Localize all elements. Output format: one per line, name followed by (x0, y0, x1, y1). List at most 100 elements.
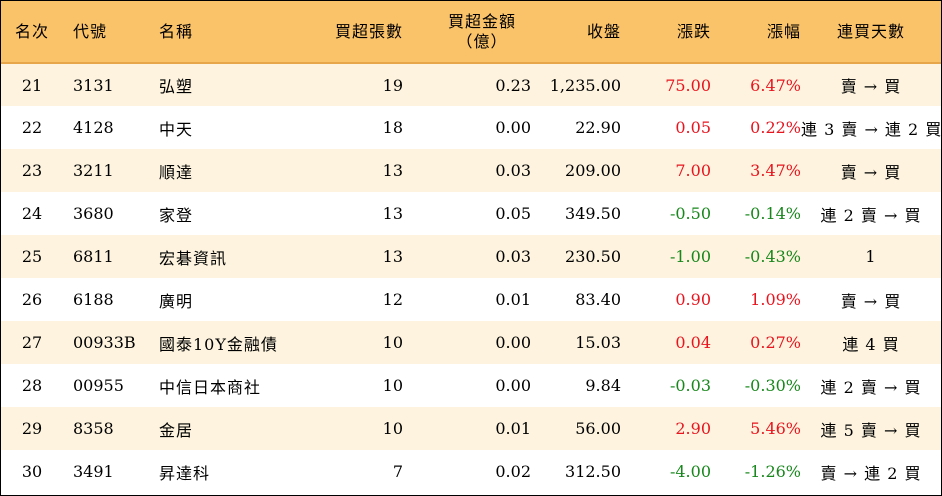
name-cell: 中天 (159, 119, 194, 139)
header-change-pct: 漲幅 (766, 21, 801, 41)
close-cell: 15.03 (575, 333, 621, 352)
header-change: 漲跌 (676, 21, 711, 41)
close-cell: 312.50 (565, 462, 621, 481)
consecutive-days-cell: 連 2 賣 → 買 (820, 377, 922, 397)
table-row: 24 3680 家登 13 0.05 349.50 -0.50 -0.14% 連 2 賣 → 買 (1, 192, 941, 235)
change-pct-cell: 5.46% (750, 419, 801, 438)
change-cell: 0.05 (675, 118, 711, 137)
change-pct-cell: 1.09% (750, 290, 801, 309)
consecutive-days-cell: 賣 → 買 (840, 291, 902, 311)
table-row: 29 8358 金居 10 0.01 56.00 2.90 5.46% 連 5 賣 → 買 (1, 407, 941, 450)
code-cell: 00955 (73, 376, 124, 395)
change-cell: -0.03 (669, 376, 711, 395)
close-cell: 230.50 (565, 247, 621, 266)
change-cell: -0.50 (669, 204, 711, 223)
change-pct-cell: 0.22% (750, 118, 801, 137)
consecutive-days-cell: 連 4 買 (842, 334, 900, 354)
header-net-buy-amount-line2: （億） (456, 31, 508, 51)
header-net-buy-amount: 買超金額 （億） (403, 1, 531, 63)
change-pct-cell: 3.47% (750, 161, 801, 180)
close-cell: 349.50 (565, 204, 621, 223)
net-buy-amount-cell: 0.03 (495, 247, 531, 266)
consecutive-days-cell: 1 (865, 247, 877, 266)
consecutive-days-cell: 賣 → 買 (840, 77, 902, 96)
change-cell: 0.90 (675, 290, 711, 309)
net-buy-amount-cell: 0.01 (495, 290, 531, 309)
net-buy-lots-cell: 13 (382, 161, 403, 180)
rank-cell: 23 (21, 161, 43, 180)
rank-cell: 22 (21, 118, 43, 137)
table-row: 21 3131 弘塑 19 0.23 1,235.00 75.00 6.47% 賣 → 買 (1, 63, 941, 106)
name-cell: 家登 (159, 205, 194, 225)
code-cell: 3131 (73, 75, 114, 95)
table-row: 28 00955 中信日本商社 10 0.00 9.84 -0.03 -0.30% 連 2 賣 … (1, 364, 941, 407)
table-body: 21 3131 弘塑 19 0.23 1,235.00 75.00 6.47% 賣 → 買 22 4… (1, 63, 941, 493)
code-cell: 6811 (73, 247, 114, 266)
consecutive-days-cell: 連 2 賣 → 買 (820, 205, 922, 225)
net-buy-amount-cell: 0.00 (495, 118, 531, 137)
change-cell: -4.00 (669, 462, 711, 481)
close-cell: 1,235.00 (549, 75, 621, 95)
code-cell: 00933B (73, 333, 136, 352)
net-buy-amount-cell: 0.03 (495, 161, 531, 180)
net-buy-lots-cell: 19 (382, 75, 403, 95)
rank-cell: 28 (21, 376, 43, 395)
rank-cell: 27 (21, 333, 43, 352)
net-buy-amount-cell: 0.01 (495, 419, 531, 438)
change-pct-cell: -0.14% (744, 204, 801, 223)
table-row: 30 3491 昇達科 7 0.02 312.50 -4.00 -1.26% 賣 → 連 2 買 (1, 450, 941, 493)
net-buy-amount-cell: 0.02 (495, 462, 531, 481)
code-cell: 4128 (73, 118, 114, 137)
name-cell: 國泰10Y金融債 (159, 334, 278, 354)
table-row: 23 3211 順達 13 0.03 209.00 7.00 3.47% 賣 → 買 (1, 149, 941, 192)
close-cell: 209.00 (565, 161, 621, 180)
rank-cell: 29 (21, 419, 43, 438)
close-cell: 9.84 (585, 376, 621, 395)
name-cell: 昇達科 (159, 463, 211, 483)
rank-cell: 21 (21, 75, 43, 95)
consecutive-days-cell: 賣 → 連 2 買 (820, 463, 922, 483)
rank-cell: 30 (21, 462, 43, 481)
header-code: 代號 (73, 21, 108, 41)
net-buy-amount-cell: 0.00 (495, 333, 531, 352)
net-buy-amount-cell: 0.00 (495, 376, 531, 395)
net-buy-lots-cell: 7 (392, 462, 403, 481)
change-cell: 75.00 (665, 75, 711, 95)
change-pct-cell: -1.26% (744, 462, 801, 481)
consecutive-days-cell: 賣 → 買 (840, 162, 902, 182)
net-buy-lots-cell: 18 (382, 118, 403, 137)
net-buy-lots-cell: 13 (382, 204, 403, 223)
net-buy-lots-cell: 10 (382, 333, 403, 352)
code-cell: 3491 (73, 462, 114, 481)
table-row: 26 6188 廣明 12 0.01 83.40 0.90 1.09% 賣 → 買 (1, 278, 941, 321)
close-cell: 56.00 (575, 419, 621, 438)
net-buy-lots-cell: 13 (382, 247, 403, 266)
code-cell: 3680 (73, 204, 114, 223)
change-cell: -1.00 (669, 247, 711, 266)
change-pct-cell: -0.30% (744, 376, 801, 395)
header-consecutive-days: 連買天數 (836, 21, 905, 41)
header-rank: 名次 (14, 21, 49, 41)
change-pct-cell: 6.47% (750, 75, 801, 95)
net-buy-amount-cell: 0.05 (495, 204, 531, 223)
header-net-buy-amount-line1: 買超金額 (447, 11, 516, 31)
change-cell: 2.90 (675, 419, 711, 438)
name-cell: 宏碁資訊 (159, 248, 228, 268)
rank-cell: 26 (21, 290, 43, 309)
net-buy-amount-cell: 0.23 (495, 75, 531, 95)
rank-cell: 25 (21, 247, 43, 266)
net-buy-lots-cell: 10 (382, 376, 403, 395)
name-cell: 弘塑 (159, 77, 194, 96)
code-cell: 6188 (73, 290, 114, 309)
net-buy-lots-cell: 12 (382, 290, 403, 309)
header-close: 收盤 (586, 21, 621, 41)
rank-cell: 24 (21, 204, 43, 223)
change-pct-cell: 0.27% (750, 333, 801, 352)
table-row: 25 6811 宏碁資訊 13 0.03 230.50 -1.00 -0.43% 1 (1, 235, 941, 278)
header-net-buy-lots: 買超張數 (334, 21, 403, 41)
consecutive-days-cell: 連 3 賣 → 連 2 買 (801, 119, 942, 139)
net-buy-lots-cell: 10 (382, 419, 403, 438)
name-cell: 廣明 (159, 291, 194, 311)
